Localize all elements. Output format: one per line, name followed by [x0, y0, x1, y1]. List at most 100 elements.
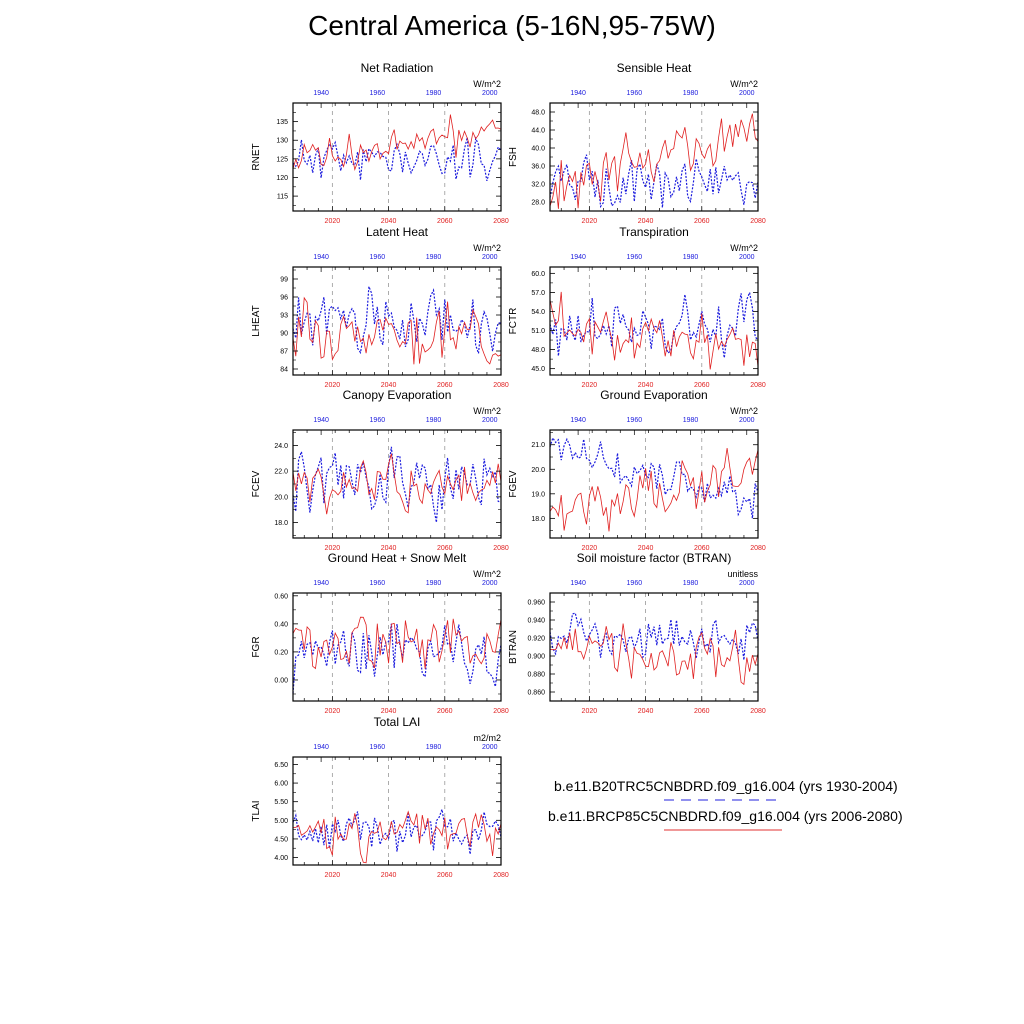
plot-frame: [549, 592, 759, 702]
x-tick-label-bottom: 2080: [493, 382, 509, 389]
y-axis-label: RNET: [251, 143, 262, 170]
x-tick-label-bottom: 2060: [437, 382, 453, 389]
y-tick-label: 0.900: [527, 654, 545, 661]
x-tick-label-bottom: 2080: [750, 382, 766, 389]
y-axis-label: TLAI: [251, 800, 262, 821]
y-tick-label: 20.0: [274, 494, 288, 501]
x-tick-label-top: 1960: [370, 417, 386, 424]
x-tick-label-bottom: 2040: [381, 708, 397, 715]
x-tick-label-bottom: 2040: [381, 545, 397, 552]
panel-fsh: Sensible Heat W/m^2 FSH 28.0 32.0 36.0 40.0 44.…: [508, 61, 766, 225]
y-tick-label: 93: [280, 313, 288, 320]
x-tick-label-bottom: 2040: [638, 382, 654, 389]
y-tick-label: 28.0: [531, 200, 545, 207]
plot-frame: [549, 429, 759, 539]
plot-frame: [292, 102, 502, 212]
series-future-line: [549, 291, 759, 370]
y-tick-label: 84: [280, 367, 288, 374]
panel-fgr: Ground Heat + Snow Melt W/m^2 FGR 0.00 0.20 0…: [251, 551, 509, 715]
x-tick-label-top: 1940: [313, 580, 329, 587]
panel-fgev: Ground Evaporation W/m^2 FGEV 18.0 19.0 20.0 2…: [508, 388, 766, 552]
legend-label-future: b.e11.BRCP85C5CNBDRD.f09_g16.004 (yrs 20…: [548, 808, 903, 824]
y-tick-label: 48.0: [531, 110, 545, 117]
x-tick-label-top: 2000: [482, 417, 498, 424]
x-tick-label-bottom: 2080: [493, 545, 509, 552]
x-tick-label-top: 1960: [627, 417, 643, 424]
x-tick-label-bottom: 2060: [437, 872, 453, 879]
panel-btran: Soil moisture factor (BTRAN) unitless BTRA…: [508, 551, 766, 715]
units-label: m2/m2: [473, 733, 501, 743]
x-tick-label-top: 1980: [683, 90, 699, 97]
y-axis-label: FCTR: [508, 308, 519, 335]
x-tick-label-bottom: 2020: [582, 708, 598, 715]
series-hist-line: [292, 623, 502, 694]
y-tick-label: 6.00: [274, 781, 288, 788]
x-tick-label-top: 1960: [627, 580, 643, 587]
series-hist-line: [549, 612, 759, 660]
y-tick-label: 135: [276, 119, 288, 126]
panel-fctr: Transpiration W/m^2 FCTR 45.0 48.0 51.0 54.0 57…: [508, 225, 766, 389]
panel-title: Ground Evaporation: [600, 388, 707, 402]
y-tick-label: 0.20: [274, 649, 288, 656]
x-tick-label-top: 1940: [313, 417, 329, 424]
x-tick-label-top: 1940: [313, 254, 329, 261]
x-tick-label-top: 1980: [683, 254, 699, 261]
y-tick-label: 57.0: [531, 290, 545, 297]
x-tick-label-top: 1960: [627, 90, 643, 97]
y-tick-label: 130: [276, 138, 288, 145]
series-future-line: [549, 447, 759, 532]
x-tick-label-top: 1980: [683, 417, 699, 424]
x-tick-label-bottom: 2020: [325, 708, 341, 715]
x-tick-label-top: 1980: [426, 744, 442, 751]
units-label: W/m^2: [473, 569, 501, 579]
series-hist-line: [549, 436, 759, 519]
y-axis-label: FGR: [251, 636, 262, 657]
x-tick-label-top: 1940: [570, 254, 586, 261]
y-tick-label: 5.00: [274, 818, 288, 825]
x-tick-label-bottom: 2020: [325, 872, 341, 879]
y-tick-label: 45.0: [531, 366, 545, 373]
y-axis-label: FGEV: [508, 470, 519, 498]
x-tick-label-top: 1960: [370, 744, 386, 751]
y-tick-label: 36.0: [531, 164, 545, 171]
y-tick-label: 120: [276, 175, 288, 182]
y-tick-label: 44.0: [531, 128, 545, 135]
x-tick-label-bottom: 2040: [381, 382, 397, 389]
x-tick-label-bottom: 2060: [437, 545, 453, 552]
series-future-line: [549, 623, 759, 686]
y-tick-label: 18.0: [274, 520, 288, 527]
series-future-line: [292, 114, 502, 171]
y-tick-label: 87: [280, 349, 288, 356]
y-axis-label: FCEV: [251, 470, 262, 497]
y-tick-label: 32.0: [531, 182, 545, 189]
x-tick-label-bottom: 2040: [381, 872, 397, 879]
x-tick-label-bottom: 2080: [493, 708, 509, 715]
y-tick-label: 0.00: [274, 677, 288, 684]
x-tick-label-top: 1960: [627, 254, 643, 261]
y-tick-label: 96: [280, 295, 288, 302]
legend-line-future: [664, 829, 782, 831]
panel-title: Latent Heat: [366, 225, 429, 239]
units-label: W/m^2: [473, 406, 501, 416]
y-tick-label: 6.50: [274, 762, 288, 769]
series-future-line: [292, 810, 502, 864]
y-tick-label: 20.0: [531, 467, 545, 474]
series-future-line: [292, 296, 502, 365]
x-tick-label-bottom: 2080: [493, 218, 509, 225]
x-tick-label-top: 2000: [739, 254, 755, 261]
y-tick-label: 60.0: [531, 271, 545, 278]
y-tick-label: 22.0: [274, 469, 288, 476]
x-tick-label-bottom: 2080: [750, 545, 766, 552]
y-axis-label: BTRAN: [508, 630, 519, 664]
x-tick-label-top: 1940: [313, 90, 329, 97]
series-future-line: [549, 113, 759, 209]
y-tick-label: 5.50: [274, 799, 288, 806]
units-label: W/m^2: [730, 243, 758, 253]
y-axis-label: LHEAT: [251, 305, 262, 337]
y-tick-label: 99: [280, 277, 288, 284]
x-tick-label-top: 1960: [370, 254, 386, 261]
x-tick-label-bottom: 2020: [582, 382, 598, 389]
panel-title: Total LAI: [374, 715, 421, 729]
units-label: W/m^2: [730, 406, 758, 416]
